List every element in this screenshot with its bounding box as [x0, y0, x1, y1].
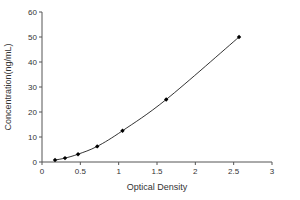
y-tick-label: 50: [28, 33, 37, 42]
fit-curve: [55, 37, 239, 160]
y-axis-label: Concentration(ng/mL): [3, 43, 13, 130]
data-point: [63, 156, 67, 160]
plot-area: [53, 35, 241, 162]
y-tick-label: 10: [28, 133, 37, 142]
y-tick: [39, 87, 42, 88]
x-tick-label: 2: [193, 167, 198, 176]
x-tick-label: 3: [270, 167, 275, 176]
data-point: [95, 144, 99, 148]
y-tick-label: 0: [33, 158, 38, 167]
x-tick: [42, 162, 43, 165]
x-tick: [118, 162, 119, 165]
x-tick-label: 1: [116, 167, 121, 176]
data-point: [120, 129, 124, 133]
y-tick-label: 40: [28, 58, 37, 67]
y-tick-label: 20: [28, 108, 37, 117]
y-tick: [39, 112, 42, 113]
chart-container: 0 10 20 30 40 50 60 0 0.5 1 1.5 2 2.5 3 Optical Densit…: [0, 0, 300, 200]
x-tick-label: 0: [40, 167, 45, 176]
x-tick: [272, 162, 273, 165]
y-tick: [39, 12, 42, 13]
data-point: [53, 158, 57, 162]
y-tick: [39, 37, 42, 38]
data-point: [76, 152, 80, 156]
y-tick-label: 60: [28, 8, 37, 17]
x-axis-label: Optical Density: [127, 182, 188, 192]
x-tick: [80, 162, 81, 165]
y-tick: [39, 137, 42, 138]
x-tick-label: 0.5: [75, 167, 87, 176]
chart: 0 10 20 30 40 50 60 0 0.5 1 1.5 2 2.5 3 Optical Densit…: [0, 0, 300, 200]
x-tick-label: 1.5: [151, 167, 163, 176]
data-point: [164, 97, 168, 101]
x-tick: [157, 162, 158, 165]
x-tick: [195, 162, 196, 165]
x-tick-label: 2.5: [228, 167, 240, 176]
x-tick: [233, 162, 234, 165]
y-tick: [39, 62, 42, 63]
y-tick-label: 30: [28, 83, 37, 92]
data-point: [237, 35, 241, 39]
